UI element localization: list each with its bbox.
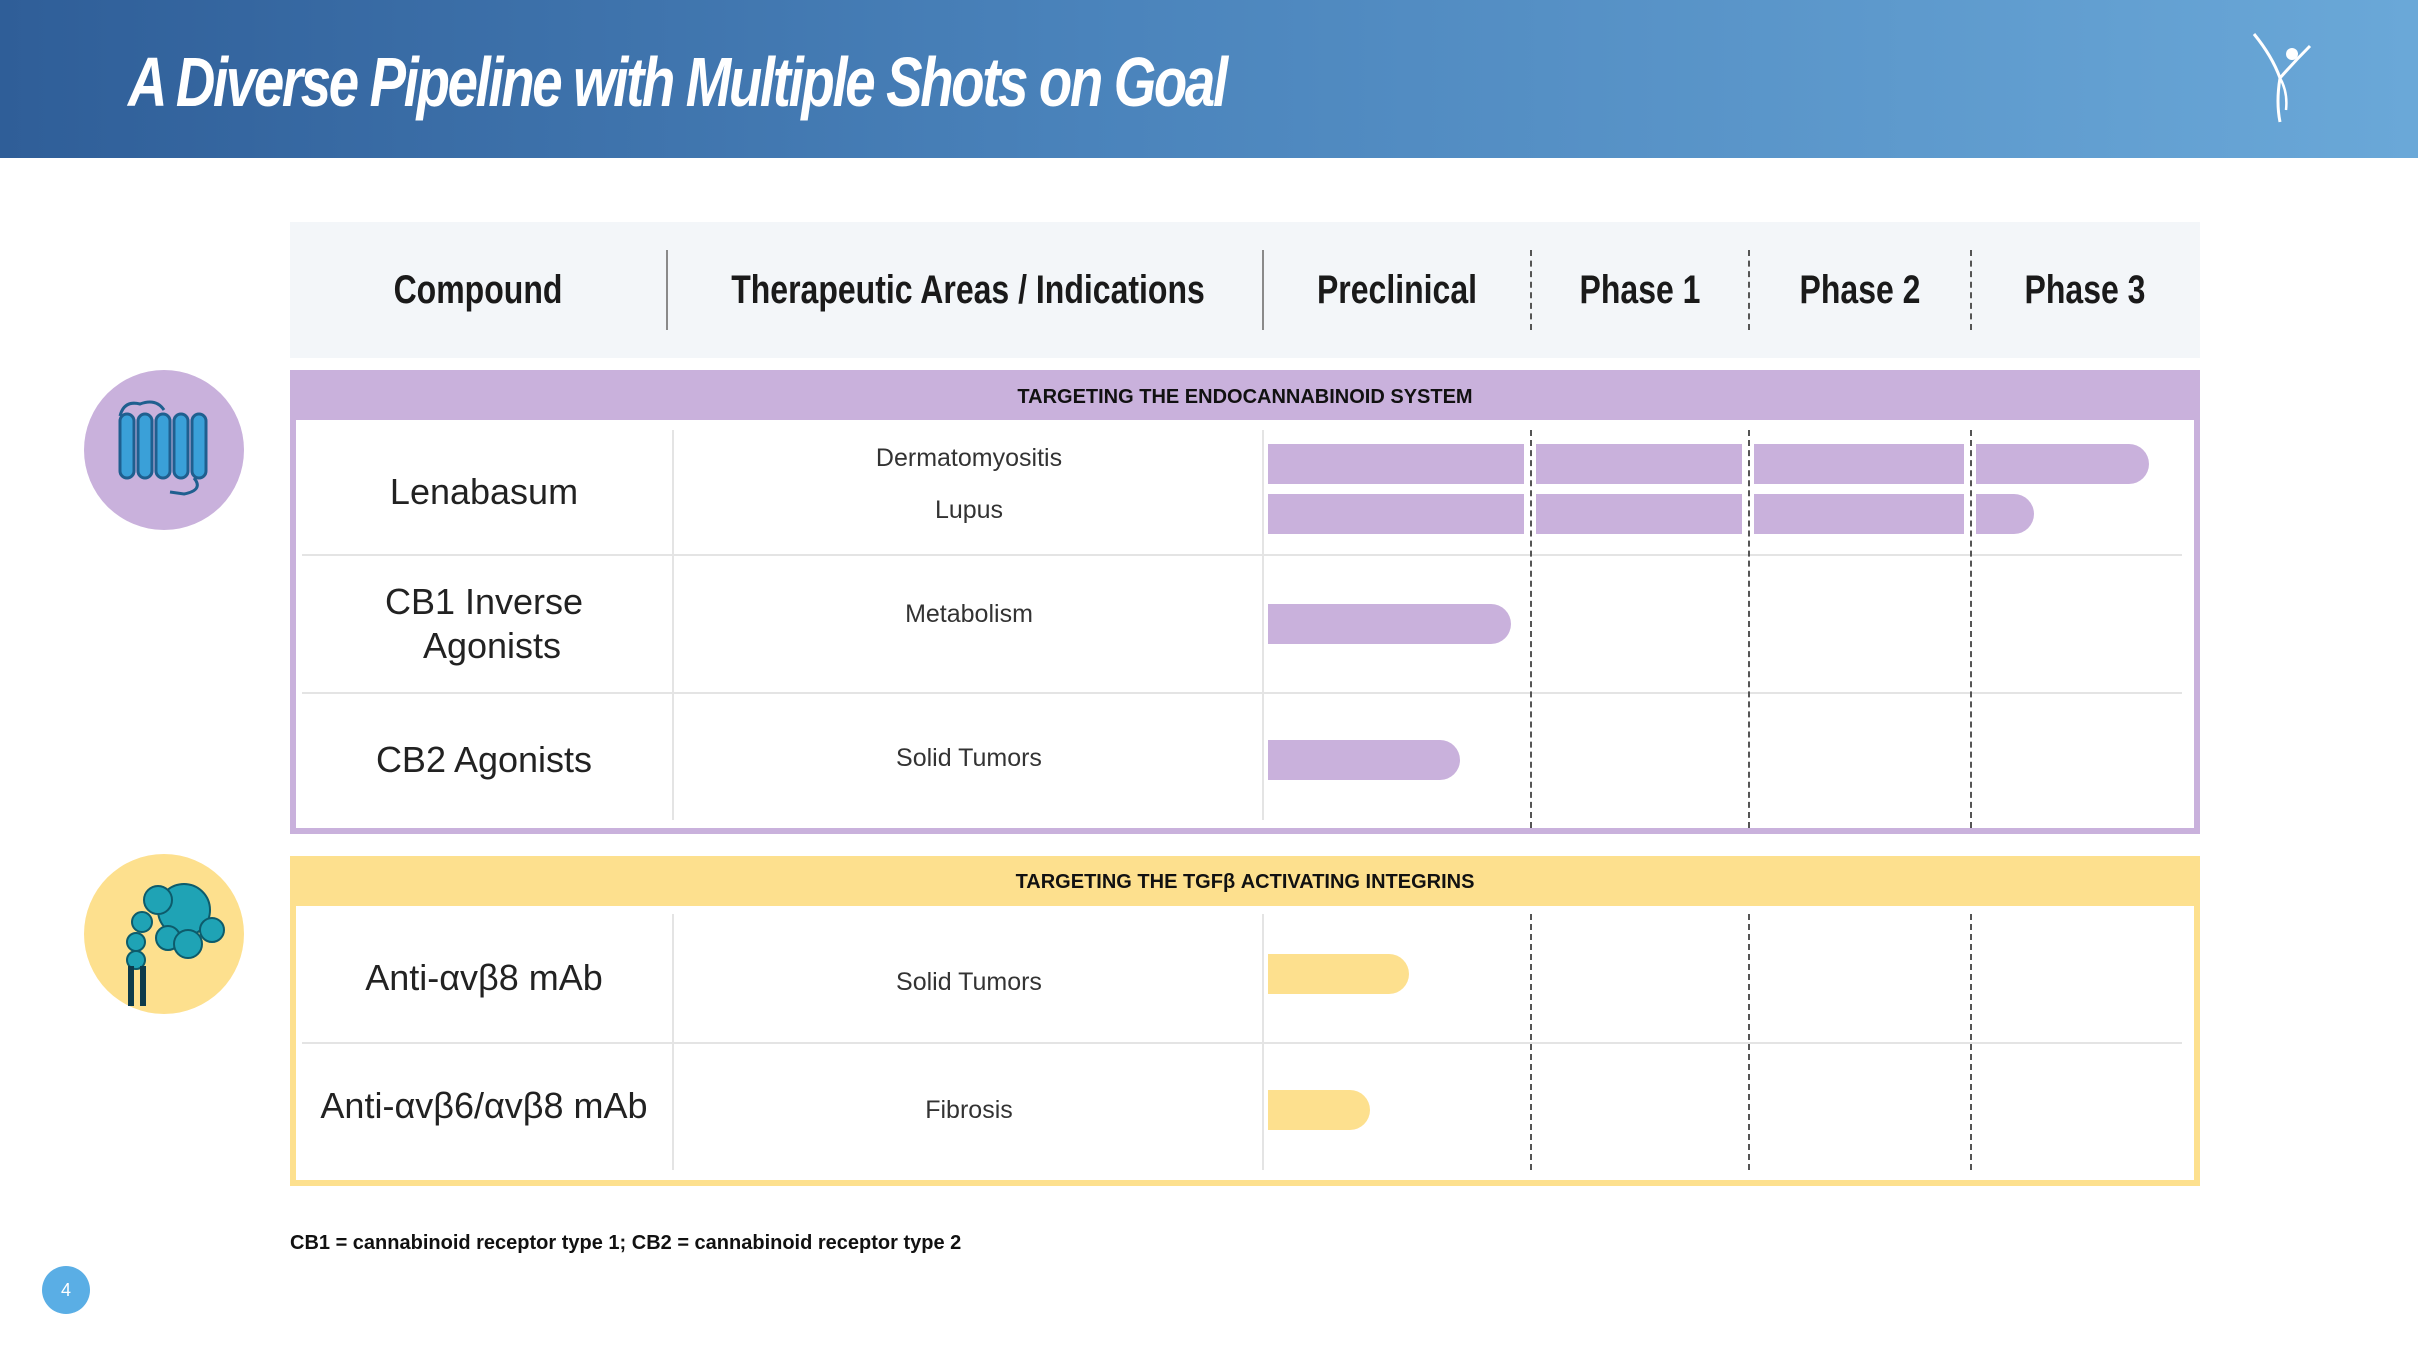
indication-label: Solid Tumors xyxy=(896,968,1042,996)
stage-bar xyxy=(1268,494,1524,534)
header-divider xyxy=(1530,250,1532,330)
section-band: TARGETING THE TGFβ ACTIVATING INTEGRINS xyxy=(296,856,2194,906)
col-indications: Therapeutic Areas / Indications xyxy=(731,268,1205,312)
row-divider xyxy=(302,692,2182,694)
stage-bar xyxy=(1268,604,1512,644)
compound-name-line: CB1 Inverse xyxy=(384,581,584,622)
row-divider xyxy=(302,554,2182,556)
col-compound: Compound xyxy=(393,268,563,312)
stage-bar xyxy=(1976,444,2149,484)
row-divider xyxy=(302,1042,2182,1044)
compound-name: CB2 Agonists xyxy=(375,739,593,780)
column-divider xyxy=(1262,430,1264,820)
compound-name: Lenabasum xyxy=(389,471,579,512)
stage-bar xyxy=(1536,444,1742,484)
stage-bar xyxy=(1976,494,2034,534)
indication-label: Solid Tumors xyxy=(896,744,1042,772)
integrin-icon xyxy=(84,854,244,1014)
indication-label: Lupus xyxy=(934,496,1004,524)
stage-bar xyxy=(1754,444,1964,484)
phase-divider xyxy=(1530,914,1532,1170)
stage-bar xyxy=(1268,1090,1371,1130)
section-band: TARGETING THE ENDOCANNABINOID SYSTEM xyxy=(296,370,2194,420)
compound-name: CB1 Inverse Agonists xyxy=(296,580,672,668)
compound-name: Anti-αvβ6/αvβ8 mAb xyxy=(320,1085,648,1126)
page-number: 4 xyxy=(42,1266,90,1314)
indication-label: Dermatomyositis xyxy=(875,444,1063,472)
figure-logo-icon xyxy=(2252,33,2312,123)
phase-divider xyxy=(1530,430,1532,828)
section-endocannabinoid: TARGETING THE ENDOCANNABINOID SYSTEM Len… xyxy=(290,370,2200,834)
column-divider xyxy=(672,914,674,1170)
header-divider xyxy=(666,250,668,330)
indication-label: Metabolism xyxy=(905,600,1033,628)
header-divider xyxy=(1748,250,1750,330)
indication-label: Fibrosis xyxy=(925,1096,1013,1124)
footnote: CB1 = cannabinoid receptor type 1; CB2 =… xyxy=(290,1232,962,1254)
phase-divider xyxy=(1970,430,1972,828)
column-divider xyxy=(672,430,674,820)
stage-bar xyxy=(1536,494,1742,534)
col-phase3: Phase 3 xyxy=(2024,268,2146,312)
stage-bar xyxy=(1268,444,1524,484)
header-banner: A Diverse Pipeline with Multiple Shots o… xyxy=(0,0,2418,158)
col-phase1: Phase 1 xyxy=(1579,268,1701,312)
col-phase2: Phase 2 xyxy=(1799,268,1921,312)
phase-divider xyxy=(1748,914,1750,1170)
phase-divider xyxy=(1970,914,1972,1170)
column-header-row: Compound Therapeutic Areas / Indications… xyxy=(290,222,2200,358)
phase-divider xyxy=(1748,430,1750,828)
header-divider xyxy=(1262,250,1264,330)
column-divider xyxy=(1262,914,1264,1170)
stage-bar xyxy=(1754,494,1964,534)
stage-bar xyxy=(1268,954,1409,994)
header-divider xyxy=(1970,250,1972,330)
compound-name-line: Agonists xyxy=(422,625,562,666)
page-title: A Diverse Pipeline with Multiple Shots o… xyxy=(128,43,1228,121)
section-integrins: TARGETING THE TGFβ ACTIVATING INTEGRINS … xyxy=(290,856,2200,1186)
stage-bar xyxy=(1268,740,1460,780)
col-preclinical: Preclinical xyxy=(1316,268,1478,312)
receptor-icon xyxy=(84,370,244,530)
compound-name: Anti-αvβ8 mAb xyxy=(365,957,603,998)
